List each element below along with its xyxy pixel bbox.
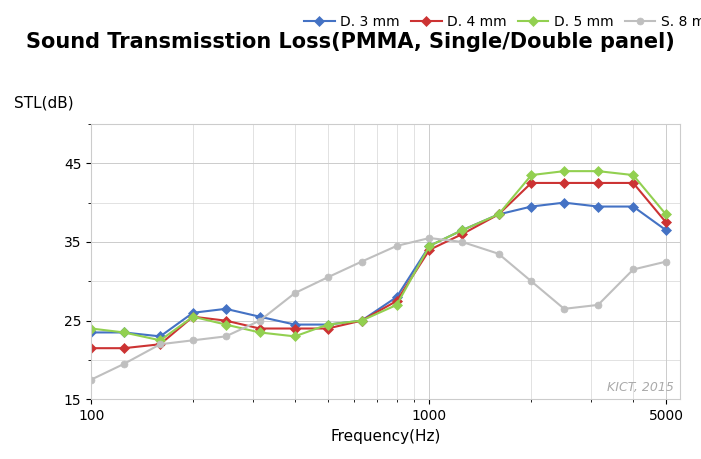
S. 8 mm: [662, 259, 670, 264]
Line: D. 5 mm: D. 5 mm: [88, 168, 669, 344]
D. 4 mm: [291, 326, 299, 331]
D. 4 mm: [560, 180, 569, 186]
X-axis label: Frequency(Hz): Frequency(Hz): [330, 429, 441, 443]
D. 5 mm: [560, 168, 569, 174]
S. 8 mm: [426, 235, 434, 241]
D. 4 mm: [594, 180, 602, 186]
Line: S. 8 mm: S. 8 mm: [88, 235, 669, 383]
S. 8 mm: [629, 267, 637, 272]
D. 4 mm: [527, 180, 536, 186]
D. 5 mm: [120, 330, 128, 335]
D. 5 mm: [87, 326, 95, 331]
D. 5 mm: [426, 243, 434, 249]
D. 4 mm: [222, 318, 230, 324]
D. 3 mm: [560, 200, 569, 205]
D. 4 mm: [393, 298, 401, 304]
Text: STL(dB): STL(dB): [14, 95, 74, 110]
D. 5 mm: [291, 334, 299, 339]
S. 8 mm: [494, 251, 503, 257]
S. 8 mm: [358, 259, 366, 264]
D. 3 mm: [291, 322, 299, 327]
D. 3 mm: [256, 314, 264, 319]
D. 4 mm: [426, 247, 434, 252]
D. 3 mm: [458, 227, 466, 233]
S. 8 mm: [87, 377, 95, 382]
D. 3 mm: [189, 310, 197, 315]
D. 4 mm: [629, 180, 637, 186]
D. 5 mm: [494, 212, 503, 217]
D. 3 mm: [629, 204, 637, 209]
D. 3 mm: [662, 227, 670, 233]
D. 5 mm: [189, 314, 197, 319]
S. 8 mm: [393, 243, 401, 249]
D. 4 mm: [189, 314, 197, 319]
D. 3 mm: [156, 334, 165, 339]
D. 5 mm: [594, 168, 602, 174]
S. 8 mm: [594, 302, 602, 308]
D. 4 mm: [256, 326, 264, 331]
D. 3 mm: [494, 212, 503, 217]
Line: D. 3 mm: D. 3 mm: [88, 199, 669, 340]
Text: Sound Transmisstion Loss(PMMA, Single/Double panel): Sound Transmisstion Loss(PMMA, Single/Do…: [26, 32, 675, 52]
D. 3 mm: [426, 243, 434, 249]
S. 8 mm: [189, 337, 197, 343]
D. 4 mm: [358, 318, 366, 324]
D. 3 mm: [222, 306, 230, 312]
D. 5 mm: [662, 212, 670, 217]
S. 8 mm: [323, 274, 332, 280]
D. 4 mm: [323, 326, 332, 331]
D. 5 mm: [458, 227, 466, 233]
S. 8 mm: [120, 361, 128, 367]
S. 8 mm: [527, 279, 536, 284]
D. 4 mm: [87, 346, 95, 351]
Text: KICT, 2015: KICT, 2015: [607, 381, 674, 394]
D. 4 mm: [120, 346, 128, 351]
S. 8 mm: [156, 341, 165, 347]
D. 3 mm: [358, 318, 366, 324]
D. 4 mm: [494, 212, 503, 217]
D. 5 mm: [358, 318, 366, 324]
S. 8 mm: [256, 318, 264, 324]
Legend: D. 3 mm, D. 4 mm, D. 5 mm, S. 8 mm: D. 3 mm, D. 4 mm, D. 5 mm, S. 8 mm: [304, 15, 701, 29]
D. 3 mm: [527, 204, 536, 209]
D. 5 mm: [393, 302, 401, 308]
D. 5 mm: [629, 172, 637, 178]
S. 8 mm: [222, 334, 230, 339]
S. 8 mm: [291, 291, 299, 296]
D. 5 mm: [323, 322, 332, 327]
D. 5 mm: [527, 172, 536, 178]
D. 3 mm: [120, 330, 128, 335]
D. 3 mm: [323, 322, 332, 327]
D. 5 mm: [256, 330, 264, 335]
D. 4 mm: [662, 219, 670, 225]
S. 8 mm: [560, 306, 569, 312]
S. 8 mm: [458, 239, 466, 245]
D. 4 mm: [156, 341, 165, 347]
D. 3 mm: [393, 294, 401, 300]
D. 5 mm: [222, 322, 230, 327]
D. 3 mm: [87, 330, 95, 335]
D. 5 mm: [156, 337, 165, 343]
D. 4 mm: [458, 231, 466, 237]
Line: D. 4 mm: D. 4 mm: [88, 179, 669, 352]
D. 3 mm: [594, 204, 602, 209]
